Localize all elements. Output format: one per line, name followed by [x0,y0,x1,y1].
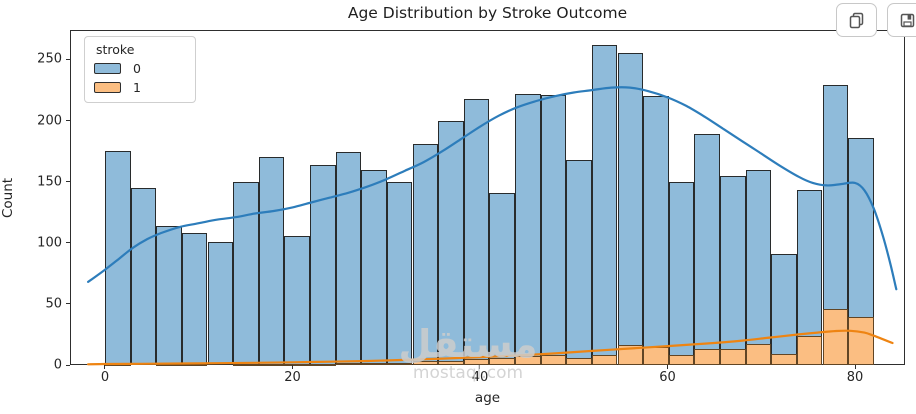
legend-label-stroke0: 0 [133,61,141,76]
y-tick-mark [66,181,70,183]
y-tick-label: 0 [53,357,62,373]
histogram-bar-stroke0 [643,96,669,365]
histogram-bar-stroke0 [105,151,131,365]
y-tick-mark [66,303,70,305]
histogram-bar-stroke0 [771,253,797,365]
histogram-bar-stroke1 [335,362,362,365]
y-tick-label: 200 [37,113,62,129]
legend-swatch-stroke0 [94,63,121,74]
histogram-bar-stroke1 [181,363,208,366]
y-tick-mark [66,364,70,366]
histogram-bar-stroke1 [566,357,592,365]
histogram-bar-stroke0 [181,233,208,365]
y-tick-label: 150 [37,174,62,190]
histogram-bar-stroke0 [310,164,336,365]
histogram-bar-stroke1 [156,363,182,366]
histogram-bar-stroke1 [591,355,618,365]
histogram-bar-stroke0 [463,98,490,365]
histogram-bar-stroke0 [591,44,618,365]
histogram-bar-stroke0 [438,120,464,365]
histogram-bar-stroke0 [694,134,720,365]
histogram-bar-stroke1 [233,363,259,366]
x-tick-label: 60 [659,370,676,385]
legend-entry-stroke0: 0 [94,61,186,76]
y-tick-mark [66,58,70,60]
x-tick-label: 20 [284,370,301,385]
histogram-bar-stroke0 [258,157,285,365]
histogram-bar-stroke1 [796,335,823,365]
x-axis-label: age [474,390,501,406]
histogram-bar-stroke0 [335,152,362,365]
x-tick-label: 40 [471,370,489,385]
histogram-bar-stroke0 [207,241,234,365]
histogram-bar-stroke1 [258,363,285,366]
save-output-button[interactable] [887,3,916,37]
x-tick-label: 0 [100,370,110,385]
histogram-bar-stroke0 [668,181,695,365]
histogram-bar-stroke1 [720,349,746,365]
histogram-bar-stroke1 [822,308,849,365]
histogram-bar-stroke1 [412,361,439,365]
legend-entry-stroke1: 1 [94,80,186,95]
copy-icon [847,11,866,30]
histogram-bar-stroke1 [489,357,515,365]
histogram-bar-stroke1 [105,363,131,366]
output-toolbar [836,3,916,37]
histogram-bar-stroke0 [566,159,592,365]
histogram-bar-stroke0 [489,192,515,365]
histogram-bar-stroke1 [540,355,567,365]
x-tick-label: 80 [846,370,864,385]
histogram-bar-stroke0 [361,169,387,365]
histogram-bar-stroke1 [694,349,720,365]
copy-output-button[interactable] [836,3,877,37]
histogram-bar-stroke0 [745,169,772,365]
histogram-bar-stroke0 [130,187,157,365]
histogram-bar-stroke1 [668,355,695,365]
histogram-bar-stroke1 [386,362,413,365]
histogram-bar-stroke0 [515,93,541,365]
chart-title: Age Distribution by Stroke Outcome [347,4,628,22]
x-tick-mark [479,365,481,369]
histogram-bar-stroke0 [540,94,567,365]
legend-title: stroke [96,42,135,57]
y-tick-label: 100 [37,235,62,251]
x-tick-mark [291,365,293,369]
legend: stroke 0 1 [84,36,196,103]
histogram-bar-stroke1 [310,363,336,366]
histogram-bar-stroke0 [156,225,182,365]
histogram-bar-stroke1 [361,362,387,365]
x-tick-mark [854,365,856,369]
histogram-bar-stroke0 [386,181,413,365]
histogram-bar-stroke1 [617,345,644,365]
y-tick-mark [66,120,70,122]
histogram-bar-stroke1 [463,358,490,365]
legend-swatch-stroke1 [94,82,121,93]
x-tick-mark [667,365,668,369]
histogram-bar-stroke1 [771,354,797,365]
histogram-bar-stroke1 [284,363,310,366]
histogram-bar-stroke1 [848,317,874,365]
legend-label-stroke1: 1 [133,80,141,95]
y-tick-mark [66,242,70,244]
histogram-bar-stroke0 [233,181,259,365]
histogram-bar-stroke0 [720,175,746,365]
histogram-bar-stroke0 [617,53,644,365]
y-tick-label: 250 [37,51,62,67]
histogram-bar-stroke1 [643,346,669,365]
histogram-bar-stroke0 [412,143,439,365]
histogram-bar-stroke1 [745,344,772,365]
save-icon [898,11,916,30]
y-tick-label: 50 [45,296,62,312]
histogram-bar-stroke1 [438,361,464,365]
histogram-bar-stroke0 [284,235,310,365]
x-tick-mark [104,365,106,369]
watermark-domain-text: mostaql.com [412,363,524,383]
histogram-bar-stroke1 [515,356,541,365]
